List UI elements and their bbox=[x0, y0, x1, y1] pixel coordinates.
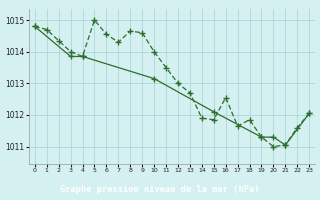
Text: Graphe pression niveau de la mer (hPa): Graphe pression niveau de la mer (hPa) bbox=[60, 185, 260, 194]
